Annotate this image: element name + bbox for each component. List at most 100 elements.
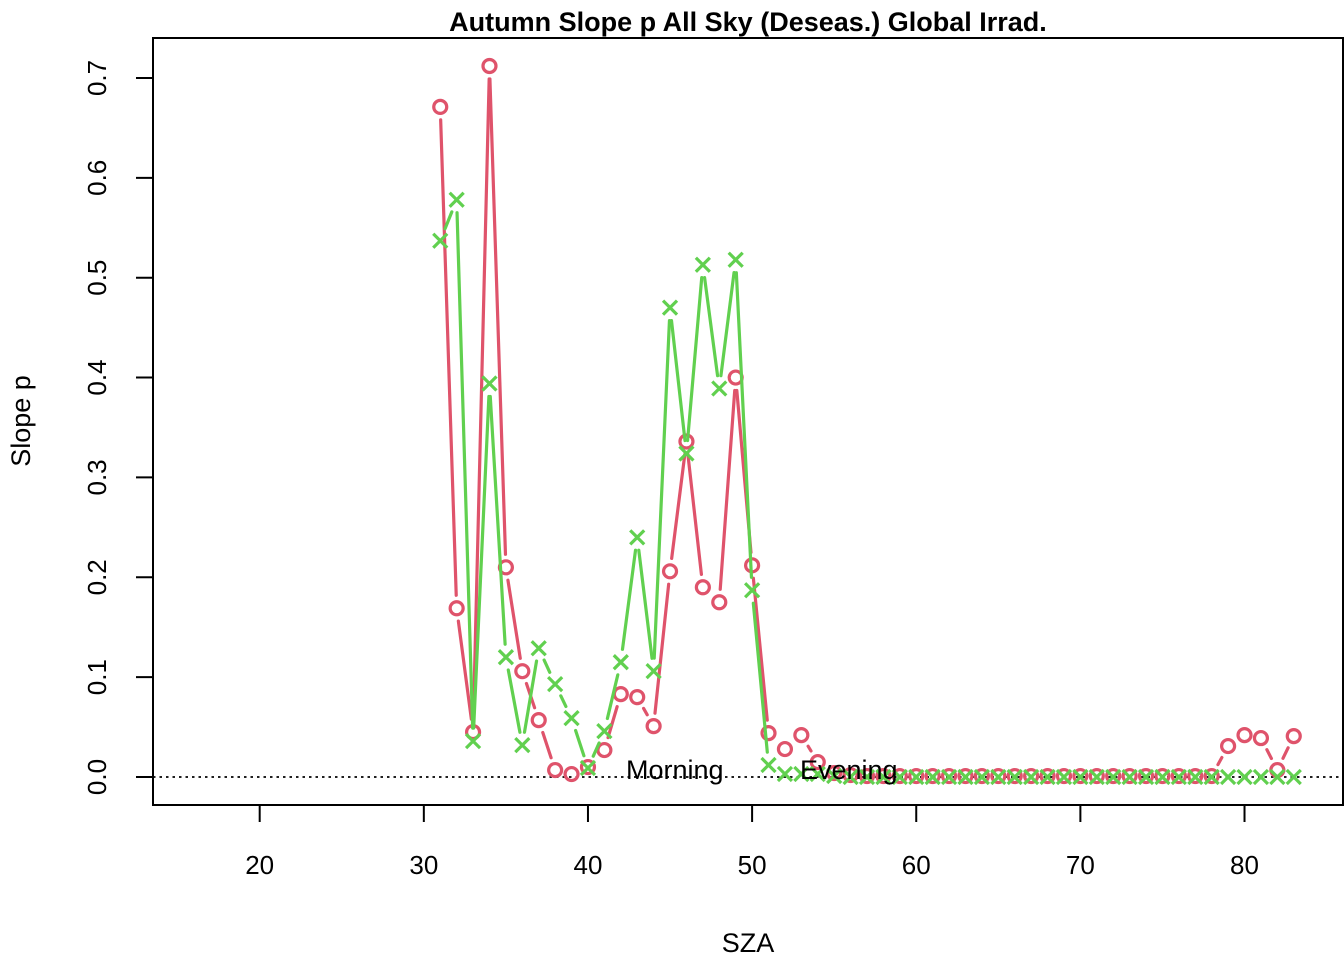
series-segment <box>653 582 671 715</box>
data-point <box>957 767 974 785</box>
data-point <box>448 191 465 208</box>
data-point <box>1039 768 1056 786</box>
data-point <box>629 529 646 546</box>
data-point <box>809 753 826 771</box>
data-point <box>842 768 859 786</box>
x-axis-label: SZA <box>722 928 775 958</box>
data-point <box>1121 768 1138 786</box>
x-tick-label: 50 <box>738 850 767 880</box>
data-point <box>858 768 876 786</box>
series-segment <box>591 741 601 758</box>
data-point <box>924 767 941 785</box>
legend-entry-evening: Evening <box>800 755 898 785</box>
data-point <box>1006 768 1023 786</box>
series-segment <box>488 77 508 556</box>
series-segment <box>439 118 458 597</box>
data-point <box>579 759 597 777</box>
series-segment <box>488 394 507 646</box>
data-point <box>1285 768 1302 786</box>
data-point <box>547 761 564 779</box>
data-point <box>1105 767 1122 785</box>
series-segment <box>542 658 552 674</box>
series-segment <box>455 211 475 730</box>
data-point <box>940 767 958 785</box>
series-segment <box>669 318 687 443</box>
x-tick-label: 30 <box>409 850 438 880</box>
data-point <box>514 663 531 680</box>
data-point <box>1203 767 1220 785</box>
data-point <box>793 765 810 783</box>
data-point <box>678 445 695 462</box>
series-segment <box>506 668 522 734</box>
series-segment <box>541 730 553 760</box>
series-segment <box>605 673 620 721</box>
data-point <box>694 579 711 596</box>
legend: Morning Evening <box>626 755 898 785</box>
data-point <box>596 741 613 759</box>
data-point <box>694 256 711 273</box>
data-point <box>1170 768 1187 786</box>
data-point <box>875 767 892 785</box>
data-point <box>612 654 629 671</box>
series-segment <box>574 728 586 758</box>
series-segment <box>751 601 769 754</box>
data-point <box>1220 737 1237 755</box>
data-point <box>1105 768 1122 786</box>
data-point <box>1187 768 1204 786</box>
data-point <box>940 768 958 786</box>
series-evening <box>432 191 1302 786</box>
data-point <box>760 756 777 774</box>
series-segment <box>443 210 454 231</box>
data-point <box>776 765 794 783</box>
data-point <box>908 768 925 786</box>
data-point <box>875 768 892 786</box>
series-segment <box>1281 746 1290 760</box>
data-point <box>1072 767 1089 785</box>
data-point <box>481 375 498 392</box>
data-point <box>464 732 482 750</box>
series-segment <box>522 659 539 734</box>
data-point <box>776 740 794 758</box>
x-tick-label: 60 <box>902 850 931 880</box>
series-segment <box>806 744 813 753</box>
data-point <box>924 768 941 786</box>
series-segment <box>471 77 491 721</box>
data-point <box>1088 768 1105 786</box>
series-segment <box>670 452 687 561</box>
data-point <box>1187 767 1204 785</box>
data-point <box>809 765 826 783</box>
data-point <box>530 712 547 729</box>
series-segment <box>606 705 619 740</box>
data-point <box>596 722 613 740</box>
data-point <box>432 232 449 249</box>
x-tick-label: 70 <box>1066 850 1095 880</box>
y-tick-label: 0.7 <box>82 60 112 96</box>
series-segment <box>702 275 720 378</box>
data-point <box>1219 768 1237 786</box>
data-point <box>1236 726 1253 744</box>
series-segment <box>456 619 473 721</box>
y-tick-label: 0.2 <box>82 559 112 595</box>
data-point <box>497 649 515 666</box>
data-point <box>432 98 449 116</box>
data-point <box>1055 767 1073 785</box>
y-tick-label: 0.6 <box>82 160 112 196</box>
y-tick-label: 0.3 <box>82 459 112 495</box>
series-segment <box>637 548 654 660</box>
data-point <box>448 600 465 617</box>
data-point <box>711 594 728 611</box>
series-segment <box>559 694 568 709</box>
data-point <box>1170 767 1187 785</box>
data-point <box>760 724 777 742</box>
data-point <box>842 766 859 784</box>
data-point <box>563 709 580 727</box>
data-point <box>1006 767 1023 785</box>
data-point <box>1023 767 1040 785</box>
x-tick-label: 20 <box>245 850 274 880</box>
y-tick-label: 0.1 <box>82 659 112 695</box>
y-axis: 0.0 0.1 0.2 0.3 0.4 0.5 0.6 0.7 <box>82 60 153 795</box>
series-segment <box>718 388 737 591</box>
data-point <box>908 767 925 785</box>
data-point <box>743 582 761 599</box>
data-point <box>1252 729 1270 747</box>
